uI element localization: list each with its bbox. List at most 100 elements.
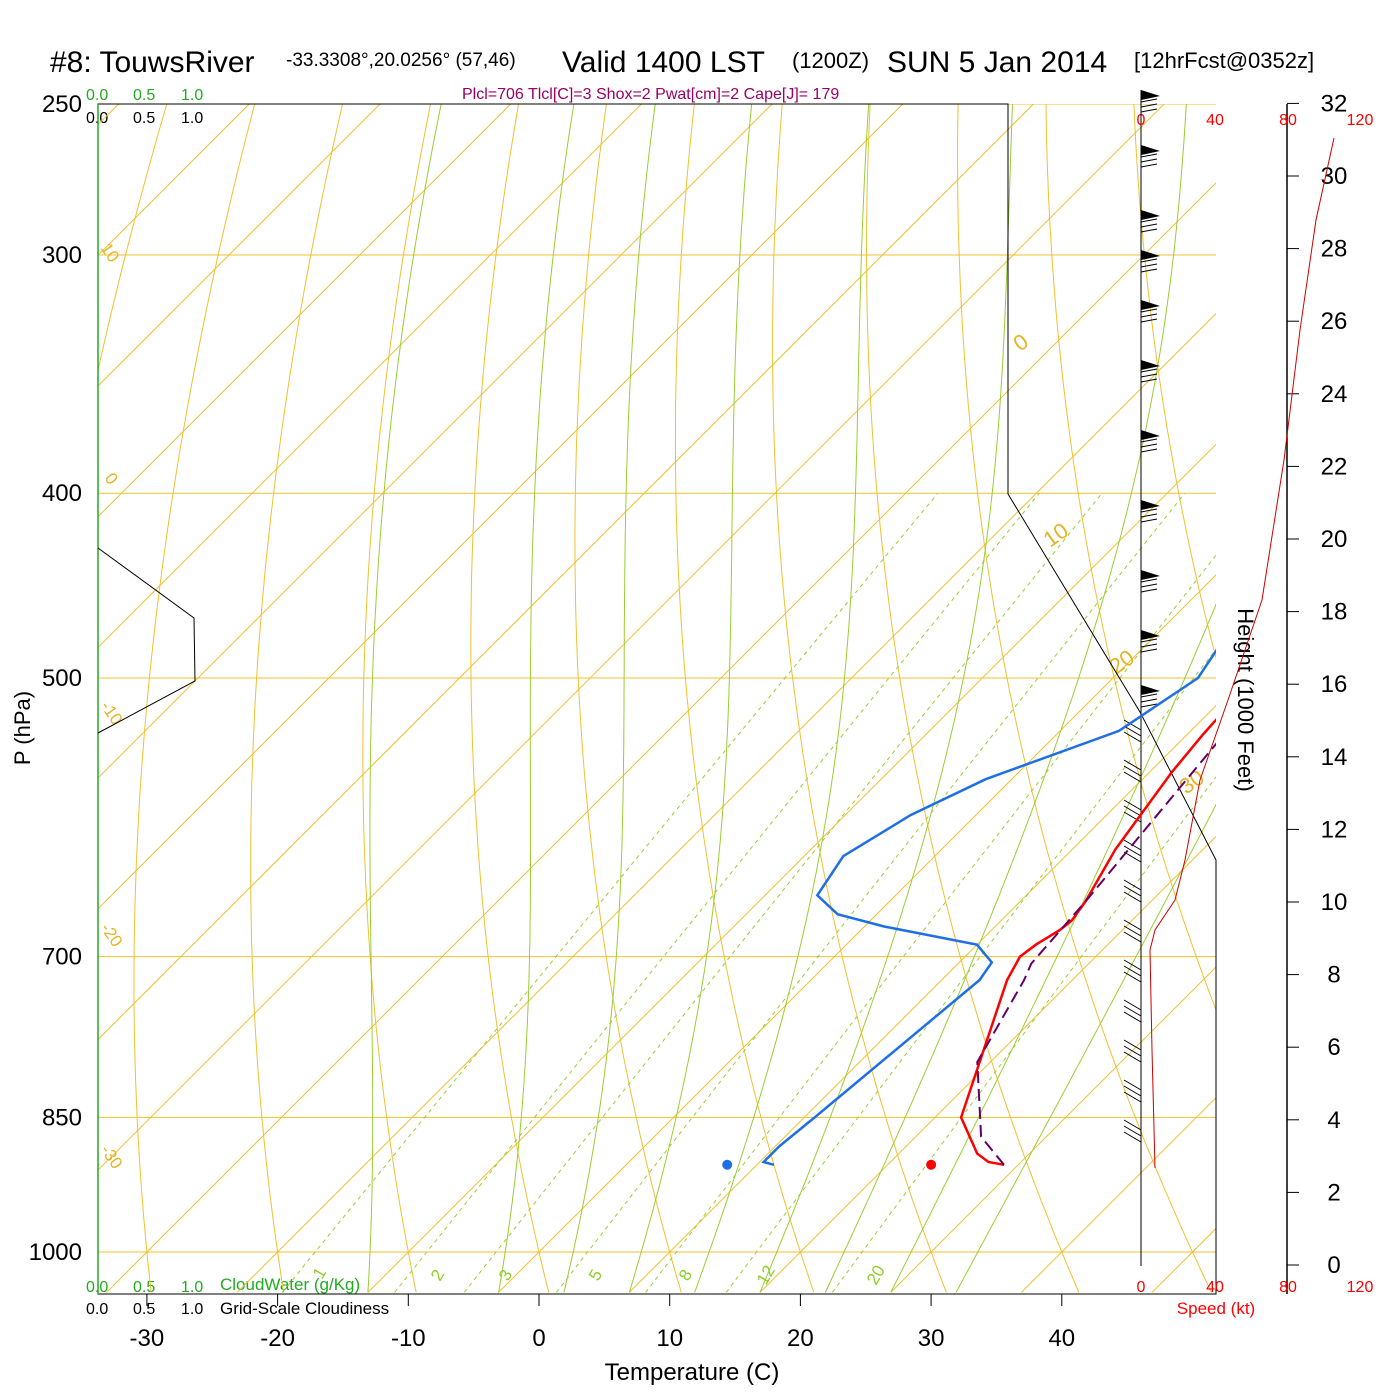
wind-barb-feather-6-0 — [1140, 438, 1158, 443]
wind-barb-19 — [1123, 1039, 1142, 1080]
height-tick-label-28: 28 — [1321, 236, 1348, 263]
speed-tick-top-120: 120 — [1347, 112, 1374, 129]
cloud-tick-top-1: 0.5 — [133, 87, 155, 104]
dry-adiabat-0 — [470, 104, 550, 1293]
wind-barb-feather-18-0 — [1123, 999, 1142, 1011]
isotherm--30 — [106, 182, 1216, 1293]
cloud-tick-top-0: 0.0 — [86, 87, 108, 104]
isotherm-10 — [628, 704, 1216, 1293]
isotherm-label-right-10: 10 — [1039, 518, 1073, 553]
wind-barb-feather-18-1 — [1123, 1005, 1142, 1017]
wind-barb-flag-6 — [1141, 430, 1160, 440]
wind-barb-feather-12-2 — [1123, 771, 1142, 783]
wind-barb-feather-5-1 — [1140, 373, 1158, 378]
wind-barb-feather-14-2 — [1123, 851, 1142, 863]
mix-label-5: 5 — [585, 1266, 606, 1284]
wind-barb-feather-7-2 — [1140, 518, 1158, 523]
cloud-profile — [97, 547, 196, 734]
wind-barb-feather-12-0 — [1123, 759, 1142, 771]
isotherm--60 — [98, 104, 904, 910]
cloud-scale-top: 0.0 0.5 1.0 0.0 0.5 1.0 — [86, 87, 203, 127]
isotherm-0 — [498, 574, 1216, 1293]
cloudiness-tick-top-1: 0.5 — [133, 110, 155, 127]
mixing-ratio-12 — [725, 648, 1216, 1293]
moist-adiabat-0 — [498, 104, 575, 1293]
dry-adiabat--20 — [250, 104, 344, 1293]
wind-barb-feather-11-2 — [1123, 731, 1142, 743]
title-valid: Valid 1400 LST — [562, 46, 765, 79]
sounding-profiles — [722, 648, 1216, 1170]
wind-barb-feather-6-1 — [1140, 443, 1158, 448]
wind-barb-feather-9-0 — [1140, 638, 1158, 643]
wind-barb-8 — [1140, 570, 1160, 600]
wind-barb-feather-16-1 — [1123, 925, 1142, 937]
surface-temperature-dot — [926, 1159, 937, 1170]
height-tick-label-18: 18 — [1321, 599, 1348, 626]
wind-barb-feather-15-0 — [1123, 879, 1142, 891]
wind-barb-feather-17-0 — [1123, 959, 1142, 971]
dry-adiabat-100 — [1393, 70, 1400, 1292]
wind-barb-feather-2-1 — [1140, 223, 1158, 228]
wind-barb-feather-21-2 — [1123, 1131, 1142, 1143]
wind-barb-feather-5-2 — [1140, 378, 1158, 383]
cloudiness-legend: Grid-Scale Cloudiness — [220, 1299, 389, 1318]
dry-adiabat-70 — [1133, 104, 1216, 660]
dry-adiabat-50 — [957, 104, 1212, 1293]
wind-barb-flag-7 — [1141, 500, 1160, 510]
title-forecast: [12hrFcst@0352z] — [1134, 48, 1314, 73]
isotherm-label-left-m20: -20 — [97, 919, 127, 950]
isotherm--100 — [98, 104, 381, 387]
speed-tick-top-0: 0 — [1137, 112, 1146, 129]
wind-barb-feather-10-0 — [1140, 693, 1158, 698]
pressure-axis: 250 300 400 500 700 850 1000 — [29, 91, 82, 1266]
cloudwater-legend: CloudWater (g/Kg) — [220, 1275, 360, 1294]
wind-barb-feather-19-0 — [1123, 1039, 1142, 1051]
cloud-tick-top-2: 1.0 — [181, 87, 203, 104]
wind-barb-18 — [1123, 999, 1142, 1040]
wind-barb-feather-19-1 — [1123, 1045, 1142, 1057]
isotherm-20 — [759, 835, 1216, 1293]
dry-adiabat-40 — [865, 104, 1080, 1293]
wind-barb-feather-7-1 — [1140, 513, 1158, 518]
mixing-ratio-2 — [394, 492, 1040, 1293]
height-tick-label-6: 6 — [1327, 1034, 1340, 1061]
wind-barb-flag-3 — [1141, 250, 1160, 260]
wind-barb-feather-5-0 — [1140, 368, 1158, 373]
wind-barb-feather-3-2 — [1140, 268, 1158, 273]
mix-label-20: 20 — [863, 1262, 889, 1288]
surface-dewpoint-dot — [722, 1159, 733, 1170]
isotherm--90 — [98, 104, 512, 518]
wind-barb-9 — [1140, 630, 1160, 660]
wind-barb-flag-1 — [1141, 145, 1160, 155]
wind-barb-feather-1-1 — [1140, 158, 1158, 163]
x-tick-label--10: -10 — [391, 1325, 426, 1352]
dry-adiabat-20 — [674, 104, 815, 1293]
wind-barb-feather-16-0 — [1123, 919, 1142, 931]
wind-barb-feather-11-1 — [1123, 725, 1142, 737]
moist-adiabat-30 — [890, 603, 1216, 1293]
sounding-params: Plcl=706 Tlcl[C]=3 Shox=2 Pwat[cm]=2 Cap… — [462, 86, 839, 103]
x-tick-label--30: -30 — [130, 1325, 165, 1352]
isotherm-label-right-0: 0 — [1009, 329, 1033, 357]
height-tick-label-14: 14 — [1321, 744, 1348, 771]
mixing-ratio-3 — [463, 492, 1103, 1293]
x-tick-label-0: 0 — [532, 1325, 545, 1352]
p-tick-300: 300 — [42, 242, 82, 269]
wind-barb-feather-10-1 — [1140, 698, 1158, 703]
isotherm-label-left-m10: -10 — [97, 697, 127, 728]
wind-barb-feather-0-2 — [1140, 108, 1158, 113]
cloud-scale-bottom: 0.0 0.5 1.0 CloudWater (g/Kg) 0.0 0.5 1.… — [86, 1275, 389, 1318]
height-tick-label-10: 10 — [1321, 889, 1348, 916]
wind-barb-feather-13-0 — [1123, 799, 1142, 811]
x-axis-label: Temperature (C) — [605, 1359, 780, 1386]
wind-barb-feather-7-0 — [1140, 508, 1158, 513]
mixing-ratio-8 — [645, 554, 1216, 1293]
mix-label-2: 2 — [427, 1266, 448, 1284]
wind-barb-feather-20-1 — [1123, 1085, 1142, 1097]
wind-barb-flag-5 — [1141, 360, 1160, 370]
dry-adiabat--40 — [98, 104, 168, 373]
wind-barb-feather-4-2 — [1140, 318, 1158, 323]
wind-barb-21 — [1123, 1119, 1142, 1160]
wind-barb-feather-0-1 — [1140, 103, 1158, 108]
